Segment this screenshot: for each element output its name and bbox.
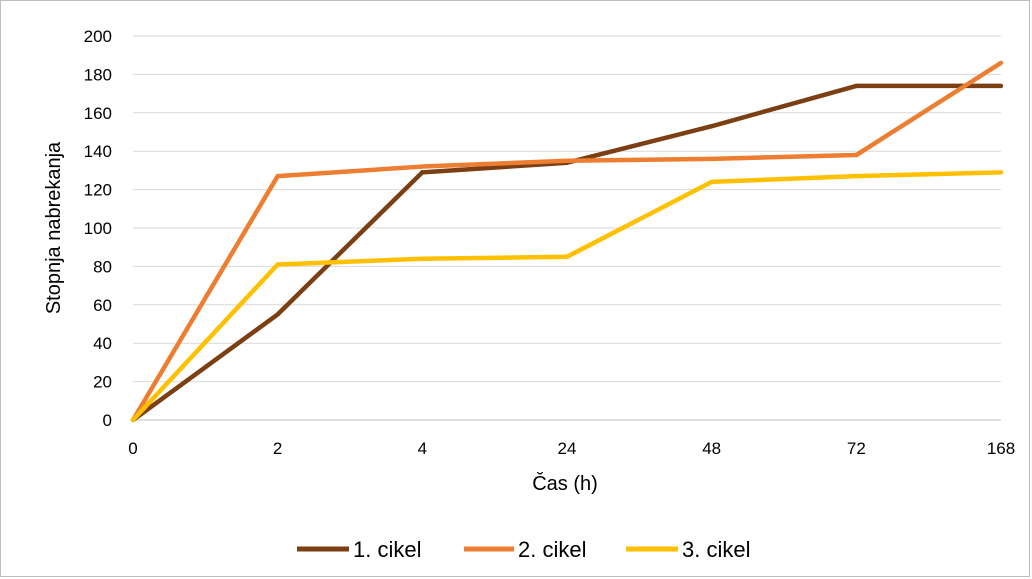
x-tick-label: 168 <box>987 439 1015 458</box>
series-line-2 <box>131 60 1003 422</box>
data-point <box>998 83 1004 89</box>
data-point <box>420 256 425 261</box>
x-axis-title: Čas (h) <box>532 472 598 495</box>
y-tick-label: 40 <box>93 334 112 353</box>
legend-label-1: 1. cikel <box>353 537 421 562</box>
x-tick-label: 24 <box>558 439 577 458</box>
y-tick-label: 60 <box>93 296 112 315</box>
data-point <box>709 156 714 162</box>
y-tick-label: 140 <box>84 142 112 161</box>
data-point <box>998 170 1004 175</box>
series-line-3 <box>131 170 1002 422</box>
y-tick-label: 180 <box>84 65 112 84</box>
data-point <box>998 60 1004 66</box>
y-tick-label: 80 <box>93 257 112 276</box>
y-tick-label: 120 <box>84 181 112 200</box>
x-tick-label: 72 <box>847 439 866 458</box>
y-tick-label: 100 <box>84 219 112 238</box>
data-point <box>854 83 859 89</box>
data-point <box>854 173 859 179</box>
data-point <box>564 158 570 163</box>
y-axis-title: Stopnja nabrekanja <box>43 141 65 314</box>
y-tick-label: 20 <box>93 373 112 392</box>
y-axis-ticks: 0 20 40 60 80 100 120 140 160 180 200 <box>84 27 112 430</box>
data-point <box>275 312 280 317</box>
legend-label-3: 3. cikel <box>682 537 750 562</box>
x-tick-label: 48 <box>702 439 721 458</box>
x-tick-label: 0 <box>128 439 137 458</box>
x-tick-label: 4 <box>418 439 427 458</box>
data-point <box>420 170 425 175</box>
data-point <box>420 164 425 169</box>
series-lines <box>130 60 1004 423</box>
series-line-1 <box>131 83 1001 422</box>
data-point <box>275 173 280 179</box>
data-point <box>709 179 714 185</box>
data-point <box>854 152 859 158</box>
y-tick-label: 0 <box>103 411 112 430</box>
x-axis-ticks: 0 2 4 24 48 72 168 <box>128 439 1015 458</box>
data-point <box>564 254 570 259</box>
legend-label-2: 2. cikel <box>518 537 586 562</box>
data-point <box>275 262 280 267</box>
data-point <box>709 124 714 129</box>
data-point <box>130 417 136 423</box>
x-tick-label: 2 <box>273 439 282 458</box>
y-tick-label: 200 <box>84 27 112 46</box>
gridlines <box>133 35 1001 383</box>
y-tick-label: 160 <box>84 104 112 123</box>
legend: 1. cikel 2. cikel 3. cikel <box>297 537 750 562</box>
